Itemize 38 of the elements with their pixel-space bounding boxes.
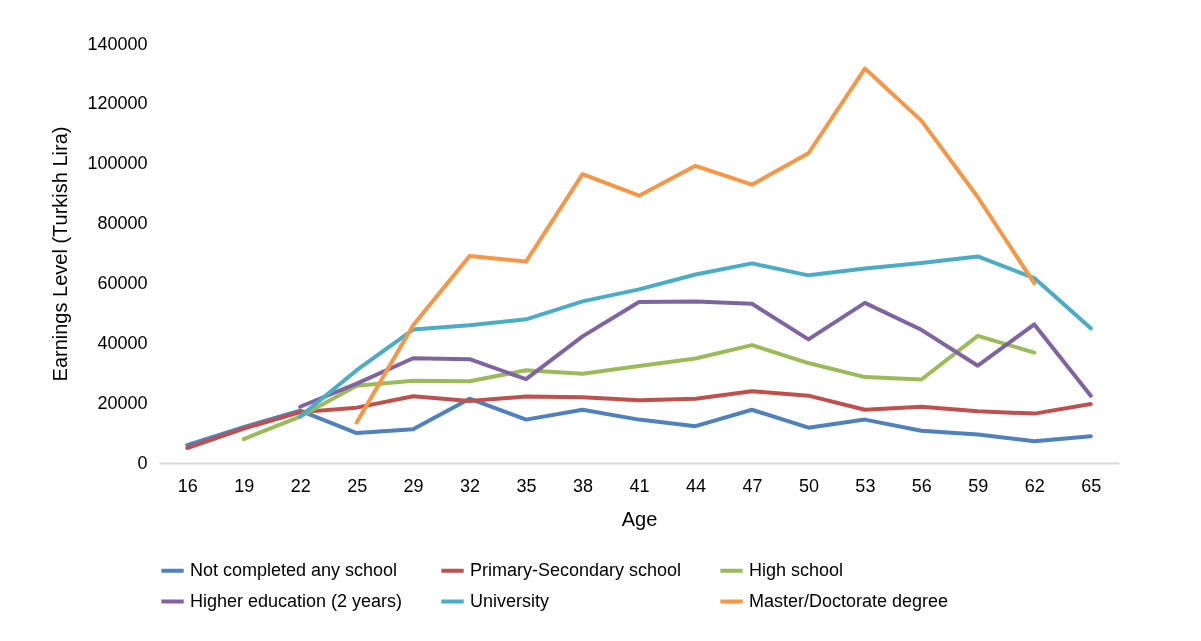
y-tick-label: 120000 (87, 93, 148, 114)
y-tick-label: 40000 (97, 332, 148, 353)
legend-label: Master/Doctorate degree (749, 590, 949, 611)
x-tick-label: 38 (573, 475, 594, 496)
x-tick-label: 29 (403, 475, 424, 496)
legend-label: High school (749, 559, 844, 580)
x-tick-label: 53 (855, 475, 876, 496)
x-tick-label: 16 (177, 475, 198, 496)
y-tick-label: 20000 (97, 392, 148, 413)
x-tick-label: 22 (290, 475, 311, 496)
x-tick-label: 47 (742, 475, 763, 496)
line-series (241, 333, 1037, 442)
line-series (298, 254, 1093, 419)
y-axis-title: Earnings Level (Turkish Lira) (49, 126, 72, 382)
line-series (298, 299, 1093, 409)
x-tick-label: 65 (1081, 475, 1102, 496)
x-tick-label: 25 (347, 475, 368, 496)
legend-label: Higher education (2 years) (190, 590, 403, 611)
y-tick-label: 140000 (87, 33, 148, 54)
x-tick-label: 62 (1024, 475, 1045, 496)
x-tick-label: 56 (911, 475, 932, 496)
y-tick-label: 100000 (87, 153, 148, 174)
x-tick-label: 32 (460, 475, 481, 496)
x-tick-label: 44 (685, 475, 706, 496)
legend-label: Not completed any school (190, 559, 398, 580)
x-tick-label: 35 (516, 475, 537, 496)
y-tick-label: 80000 (97, 213, 148, 234)
x-axis-title: Age (621, 507, 658, 530)
x-tick-label: 59 (968, 475, 989, 496)
legend-label: University (470, 590, 550, 611)
y-tick-label: 0 (137, 452, 148, 473)
line-series (354, 66, 1037, 425)
x-tick-label: 41 (629, 475, 650, 496)
y-tick-label: 60000 (97, 272, 148, 293)
legend-label: Primary-Secondary school (470, 559, 682, 580)
line-series (185, 389, 1093, 451)
x-tick-label: 19 (234, 475, 255, 496)
x-tick-label: 50 (798, 475, 819, 496)
